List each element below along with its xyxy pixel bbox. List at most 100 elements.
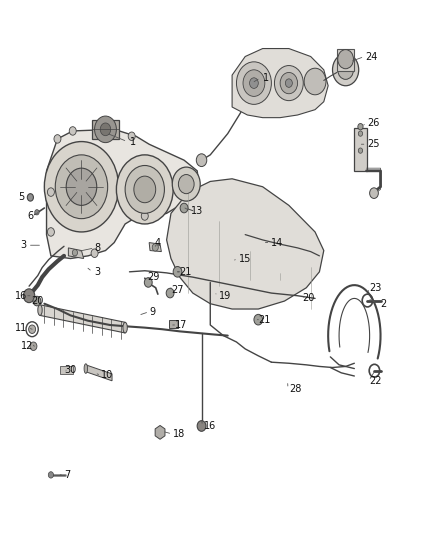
Polygon shape [86, 365, 112, 381]
Text: 1: 1 [130, 136, 136, 147]
Ellipse shape [38, 305, 42, 316]
Text: 29: 29 [147, 272, 159, 282]
Text: 1: 1 [263, 73, 269, 83]
Circle shape [358, 124, 363, 130]
Circle shape [125, 165, 164, 213]
Circle shape [48, 472, 53, 478]
Circle shape [66, 168, 97, 205]
Text: 3: 3 [95, 267, 101, 277]
Circle shape [27, 193, 33, 201]
Circle shape [47, 188, 54, 196]
Text: 10: 10 [101, 370, 113, 381]
Ellipse shape [123, 322, 127, 333]
Circle shape [173, 266, 182, 277]
Circle shape [102, 127, 109, 135]
Text: 11: 11 [14, 322, 27, 333]
Text: 12: 12 [21, 341, 33, 351]
Text: 21: 21 [258, 314, 271, 325]
Circle shape [178, 174, 194, 193]
Text: 24: 24 [365, 52, 378, 61]
Circle shape [33, 296, 41, 306]
Polygon shape [68, 248, 84, 259]
Text: 18: 18 [173, 429, 185, 439]
Text: 30: 30 [64, 365, 76, 375]
Text: 9: 9 [149, 306, 155, 317]
Circle shape [55, 155, 108, 219]
Bar [92, 120, 119, 139]
Circle shape [152, 244, 158, 251]
Circle shape [172, 167, 200, 201]
Text: 7: 7 [64, 470, 70, 480]
Circle shape [23, 289, 35, 303]
Text: 20: 20 [31, 296, 44, 306]
Polygon shape [46, 130, 199, 259]
Circle shape [69, 127, 76, 135]
Circle shape [180, 203, 188, 213]
Circle shape [100, 123, 111, 136]
Circle shape [243, 70, 265, 96]
Circle shape [370, 188, 378, 198]
Polygon shape [166, 179, 324, 309]
Polygon shape [40, 305, 125, 333]
Text: 28: 28 [289, 384, 301, 394]
Text: 2: 2 [381, 298, 387, 309]
Text: 3: 3 [21, 240, 27, 250]
Text: 19: 19 [219, 290, 231, 301]
Circle shape [128, 132, 135, 141]
Circle shape [145, 278, 152, 287]
Text: 4: 4 [155, 238, 161, 247]
Circle shape [28, 325, 35, 334]
Circle shape [358, 148, 363, 154]
Circle shape [250, 78, 258, 88]
Circle shape [304, 68, 326, 95]
Circle shape [166, 288, 174, 298]
Circle shape [197, 421, 206, 431]
Circle shape [275, 66, 303, 101]
Circle shape [332, 54, 359, 86]
Circle shape [95, 116, 117, 143]
Circle shape [72, 249, 78, 256]
Polygon shape [232, 49, 328, 118]
Text: 26: 26 [367, 118, 380, 128]
Circle shape [35, 209, 39, 215]
Bar [354, 128, 367, 171]
Text: 25: 25 [367, 139, 380, 149]
Circle shape [338, 50, 353, 69]
Ellipse shape [84, 364, 88, 373]
Text: 21: 21 [180, 267, 192, 277]
Polygon shape [155, 425, 165, 439]
Circle shape [196, 154, 207, 166]
Text: 14: 14 [272, 238, 284, 247]
Circle shape [237, 62, 272, 104]
Bar [340, 51, 351, 67]
Text: 16: 16 [204, 421, 216, 431]
Text: 8: 8 [95, 243, 101, 253]
Text: 27: 27 [171, 286, 184, 295]
Circle shape [54, 135, 61, 143]
Circle shape [30, 342, 37, 351]
Bar [169, 320, 177, 328]
Text: 16: 16 [14, 290, 27, 301]
Circle shape [134, 176, 155, 203]
Circle shape [280, 72, 297, 94]
Bar [337, 49, 354, 71]
Text: 23: 23 [370, 283, 382, 293]
Text: 22: 22 [370, 376, 382, 386]
Bar [60, 367, 73, 374]
Circle shape [117, 155, 173, 224]
Circle shape [91, 249, 98, 257]
Circle shape [47, 228, 54, 236]
Text: 6: 6 [27, 211, 33, 221]
Text: 13: 13 [191, 206, 203, 216]
Circle shape [141, 212, 148, 220]
Text: 15: 15 [239, 254, 251, 263]
Text: 5: 5 [18, 192, 25, 203]
Circle shape [44, 142, 119, 232]
Circle shape [254, 314, 263, 325]
Circle shape [338, 60, 353, 79]
Text: 20: 20 [302, 293, 314, 303]
Polygon shape [149, 243, 161, 252]
Circle shape [358, 131, 363, 136]
Text: 17: 17 [175, 320, 188, 330]
Circle shape [286, 79, 292, 87]
